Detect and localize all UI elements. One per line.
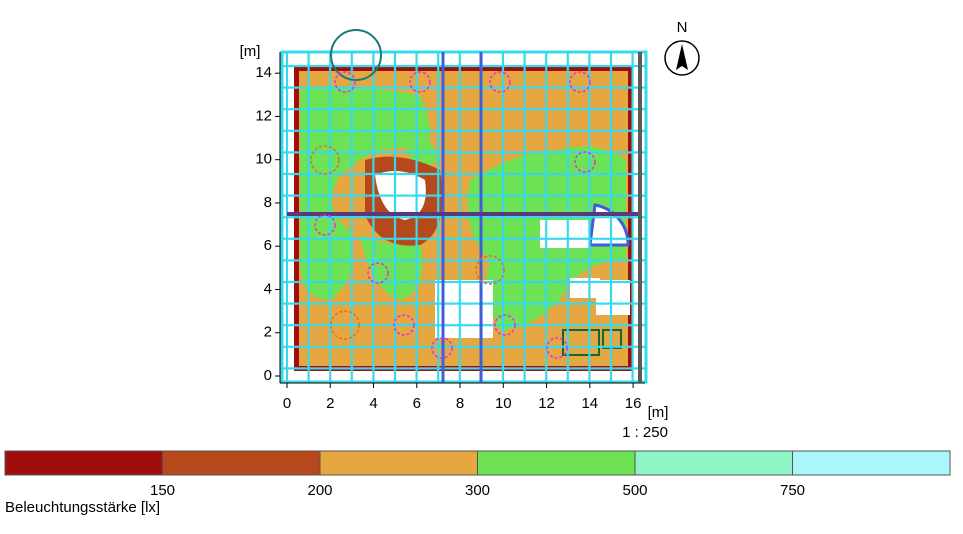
luminaire (393, 314, 415, 336)
luminaire (475, 255, 505, 285)
tree (330, 29, 382, 81)
luminaire (310, 145, 340, 175)
y-tick-label: 4 (264, 280, 272, 297)
luminaire (546, 337, 568, 359)
scale: 1 : 250 (622, 424, 668, 441)
luminaire (409, 71, 431, 93)
x-tick-label: 14 (581, 395, 598, 412)
luminaire (489, 71, 511, 93)
x-tick-label: 10 (495, 395, 512, 412)
legend-threshold: 200 (307, 482, 332, 499)
legend-swatch (477, 450, 636, 476)
y-tick-label: 10 (255, 151, 272, 168)
x-tick-label: 6 (413, 395, 421, 412)
luminaire (367, 262, 389, 284)
north-label: N (677, 19, 688, 36)
legend-threshold: 150 (150, 482, 175, 499)
north-arrow: N (664, 19, 700, 76)
y-tick-label: 6 (264, 237, 272, 254)
luminaire (574, 151, 596, 173)
legend-threshold: 300 (465, 482, 490, 499)
x-tick-label: 16 (625, 395, 642, 412)
luminaire (431, 337, 453, 359)
y-tick-label: 0 (264, 367, 272, 384)
grid-overlay (282, 52, 646, 382)
floor-plan (280, 29, 648, 384)
y-tick-label: 14 (255, 64, 272, 81)
legend-swatch (319, 450, 478, 476)
x-tick-label: 12 (538, 395, 555, 412)
y-unit: [m] (240, 43, 261, 60)
legend-threshold: 750 (780, 482, 805, 499)
y-tick-label: 2 (264, 324, 272, 341)
x-tick-label: 8 (456, 395, 464, 412)
legend-threshold: 500 (622, 482, 647, 499)
luminaire (330, 310, 360, 340)
legend-swatch (4, 450, 163, 476)
legend-swatch (792, 450, 951, 476)
x-unit: [m] (648, 404, 669, 421)
legend-title: Beleuchtungsstärke [lx] (5, 499, 160, 516)
legend-swatch (634, 450, 793, 476)
legend: Beleuchtungsstärke [lx] 150 200 300 500 750 (4, 450, 951, 516)
luminaire (314, 214, 336, 236)
y-tick-label: 8 (264, 194, 272, 211)
x-tick-label: 0 (283, 395, 291, 412)
luminaire (569, 71, 591, 93)
x-tick-label: 4 (369, 395, 377, 412)
luminaire (334, 71, 356, 93)
y-tick-label: 12 (255, 107, 272, 124)
compass-needle (676, 44, 688, 70)
luminaire (494, 314, 516, 336)
axes: [m] [m] 1 : 250 (240, 43, 669, 441)
x-tick-label: 2 (326, 395, 334, 412)
legend-swatch (162, 450, 321, 476)
